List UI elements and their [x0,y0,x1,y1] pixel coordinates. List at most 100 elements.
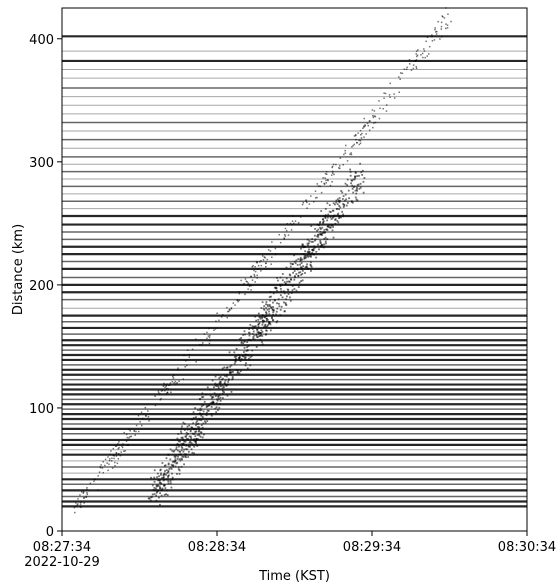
s-arrival-point [200,413,203,416]
s-arrival-point [233,355,236,358]
s-arrival-point [200,414,203,417]
p-arrival-point [428,45,431,48]
s-arrival-point [315,250,318,253]
p-arrival-point [74,511,76,514]
s-arrival-point [161,477,163,479]
s-arrival-point [202,404,205,406]
s-arrival-point [323,231,326,234]
p-arrival-point [254,270,257,273]
p-arrival-point [372,114,374,117]
s-arrival-point [159,492,161,495]
p-arrival-point [111,457,113,460]
p-arrival-point [165,392,168,395]
s-arrival-point [337,221,340,224]
s-arrival-point [234,358,237,361]
s-arrival-point [257,323,260,326]
s-arrival-point [159,487,162,490]
s-arrival-point [261,319,264,322]
s-arrival-point [219,376,222,378]
s-arrival-point [247,354,250,357]
p-arrival-point [76,504,78,506]
s-arrival-point [231,377,234,380]
s-arrival-point [347,189,350,192]
s-arrival-point [219,381,222,383]
s-arrival-point [338,204,341,207]
s-arrival-point [233,351,236,354]
s-arrival-point [297,274,300,277]
p-arrival-point [113,457,115,460]
s-arrival-point [201,426,204,429]
s-arrival-point [247,338,250,341]
s-arrival-point [280,283,283,286]
s-arrival-point [237,354,240,356]
p-arrival-point [118,452,120,455]
x-tick-sublabel: 2022-10-29 [24,555,100,570]
s-arrival-point [235,347,238,350]
s-arrival-point [201,416,204,418]
s-arrival-point [156,490,159,493]
s-arrival-point [344,193,347,196]
s-arrival-point [149,499,152,502]
s-arrival-point [155,485,158,488]
s-arrival-point [181,425,183,428]
p-arrival-point [364,124,366,126]
s-arrival-point [160,494,163,497]
s-arrival-point [258,316,261,319]
s-arrival-point [343,199,346,202]
s-arrival-point [307,267,310,270]
s-arrival-point [234,360,237,363]
s-arrival-point [261,301,264,304]
s-arrival-point [351,184,354,187]
s-arrival-point [163,472,166,475]
s-arrival-point [330,223,333,226]
s-arrival-point [250,339,253,342]
s-arrival-point [279,288,282,290]
s-arrival-point [201,396,203,399]
p-arrival-point [104,458,107,461]
p-arrival-point [97,475,99,477]
p-arrival-point [173,382,175,384]
y-tick-label: 0 [46,525,54,540]
s-arrival-point [250,355,253,357]
s-arrival-point [294,275,296,278]
p-arrival-point [79,505,82,508]
s-arrival-point [329,216,332,219]
s-arrival-point [203,400,206,403]
s-arrival-point [358,174,360,177]
p-arrival-point [366,122,369,125]
s-arrival-point [349,168,352,171]
s-arrival-point [183,440,186,443]
s-arrival-point [227,379,230,381]
p-arrival-point [182,378,185,380]
s-arrival-point [356,189,358,192]
s-arrival-point [176,449,179,452]
s-arrival-point [166,472,169,474]
p-arrival-point [119,454,122,457]
p-arrival-point [325,170,328,173]
s-arrival-point [346,178,349,181]
p-arrival-point [308,203,311,205]
s-arrival-point [306,242,309,245]
p-arrival-point [356,141,358,144]
s-arrival-point [310,270,312,272]
s-arrival-point [178,445,180,448]
s-arrival-point [197,422,200,425]
s-arrival-point [299,259,302,262]
p-arrival-point [284,227,287,230]
s-arrival-point [202,422,205,425]
s-arrival-point [274,286,277,289]
s-arrival-point [178,458,181,461]
s-arrival-point [278,302,280,305]
s-arrival-point [158,485,161,488]
s-arrival-point [230,390,233,393]
s-arrival-point [238,355,241,358]
p-arrival-point [126,436,129,439]
p-arrival-point [128,437,130,439]
s-arrival-point [312,240,314,243]
s-arrival-point [351,179,354,182]
p-arrival-point [385,110,388,112]
s-arrival-point [175,454,178,457]
p-arrival-point [428,53,430,55]
s-arrival-point [261,335,264,337]
p-arrival-point [159,398,162,401]
